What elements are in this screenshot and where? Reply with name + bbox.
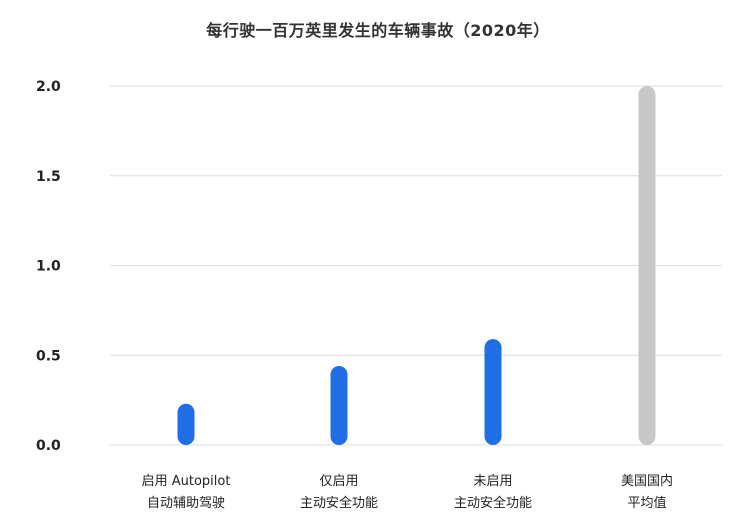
- y-tick-label: 0.5: [36, 348, 61, 364]
- chart-title: 每行驶一百万英里发生的车辆事故（2020年）: [206, 21, 550, 40]
- category-label: 主动安全功能: [300, 495, 378, 511]
- y-axis-tick-labels: 0.0 0.5 1.0 1.5 2.0: [36, 79, 61, 454]
- y-tick-label: 1.0: [36, 259, 61, 275]
- bar-1: [330, 366, 348, 445]
- category-labels: 启用 Autopilot自动辅助驾驶仅启用主动安全功能未启用主动安全功能美国国内…: [142, 473, 673, 511]
- category-label: 未启用: [473, 474, 512, 489]
- category-label: 美国国内: [621, 473, 673, 489]
- bar-2: [484, 339, 502, 445]
- y-tick-label: 0.0: [36, 438, 61, 454]
- gridlines: [110, 85, 722, 446]
- bars: [177, 86, 656, 445]
- category-label: 平均值: [627, 495, 666, 511]
- y-tick-label: 2.0: [36, 79, 61, 95]
- bar-0: [177, 403, 195, 445]
- category-label: 自动辅助驾驶: [147, 496, 225, 511]
- category-label: 主动安全功能: [454, 495, 532, 511]
- category-label: 启用 Autopilot: [142, 474, 231, 489]
- y-tick-label: 1.5: [36, 169, 61, 185]
- bar-3: [638, 86, 656, 445]
- category-label: 仅启用: [319, 474, 358, 489]
